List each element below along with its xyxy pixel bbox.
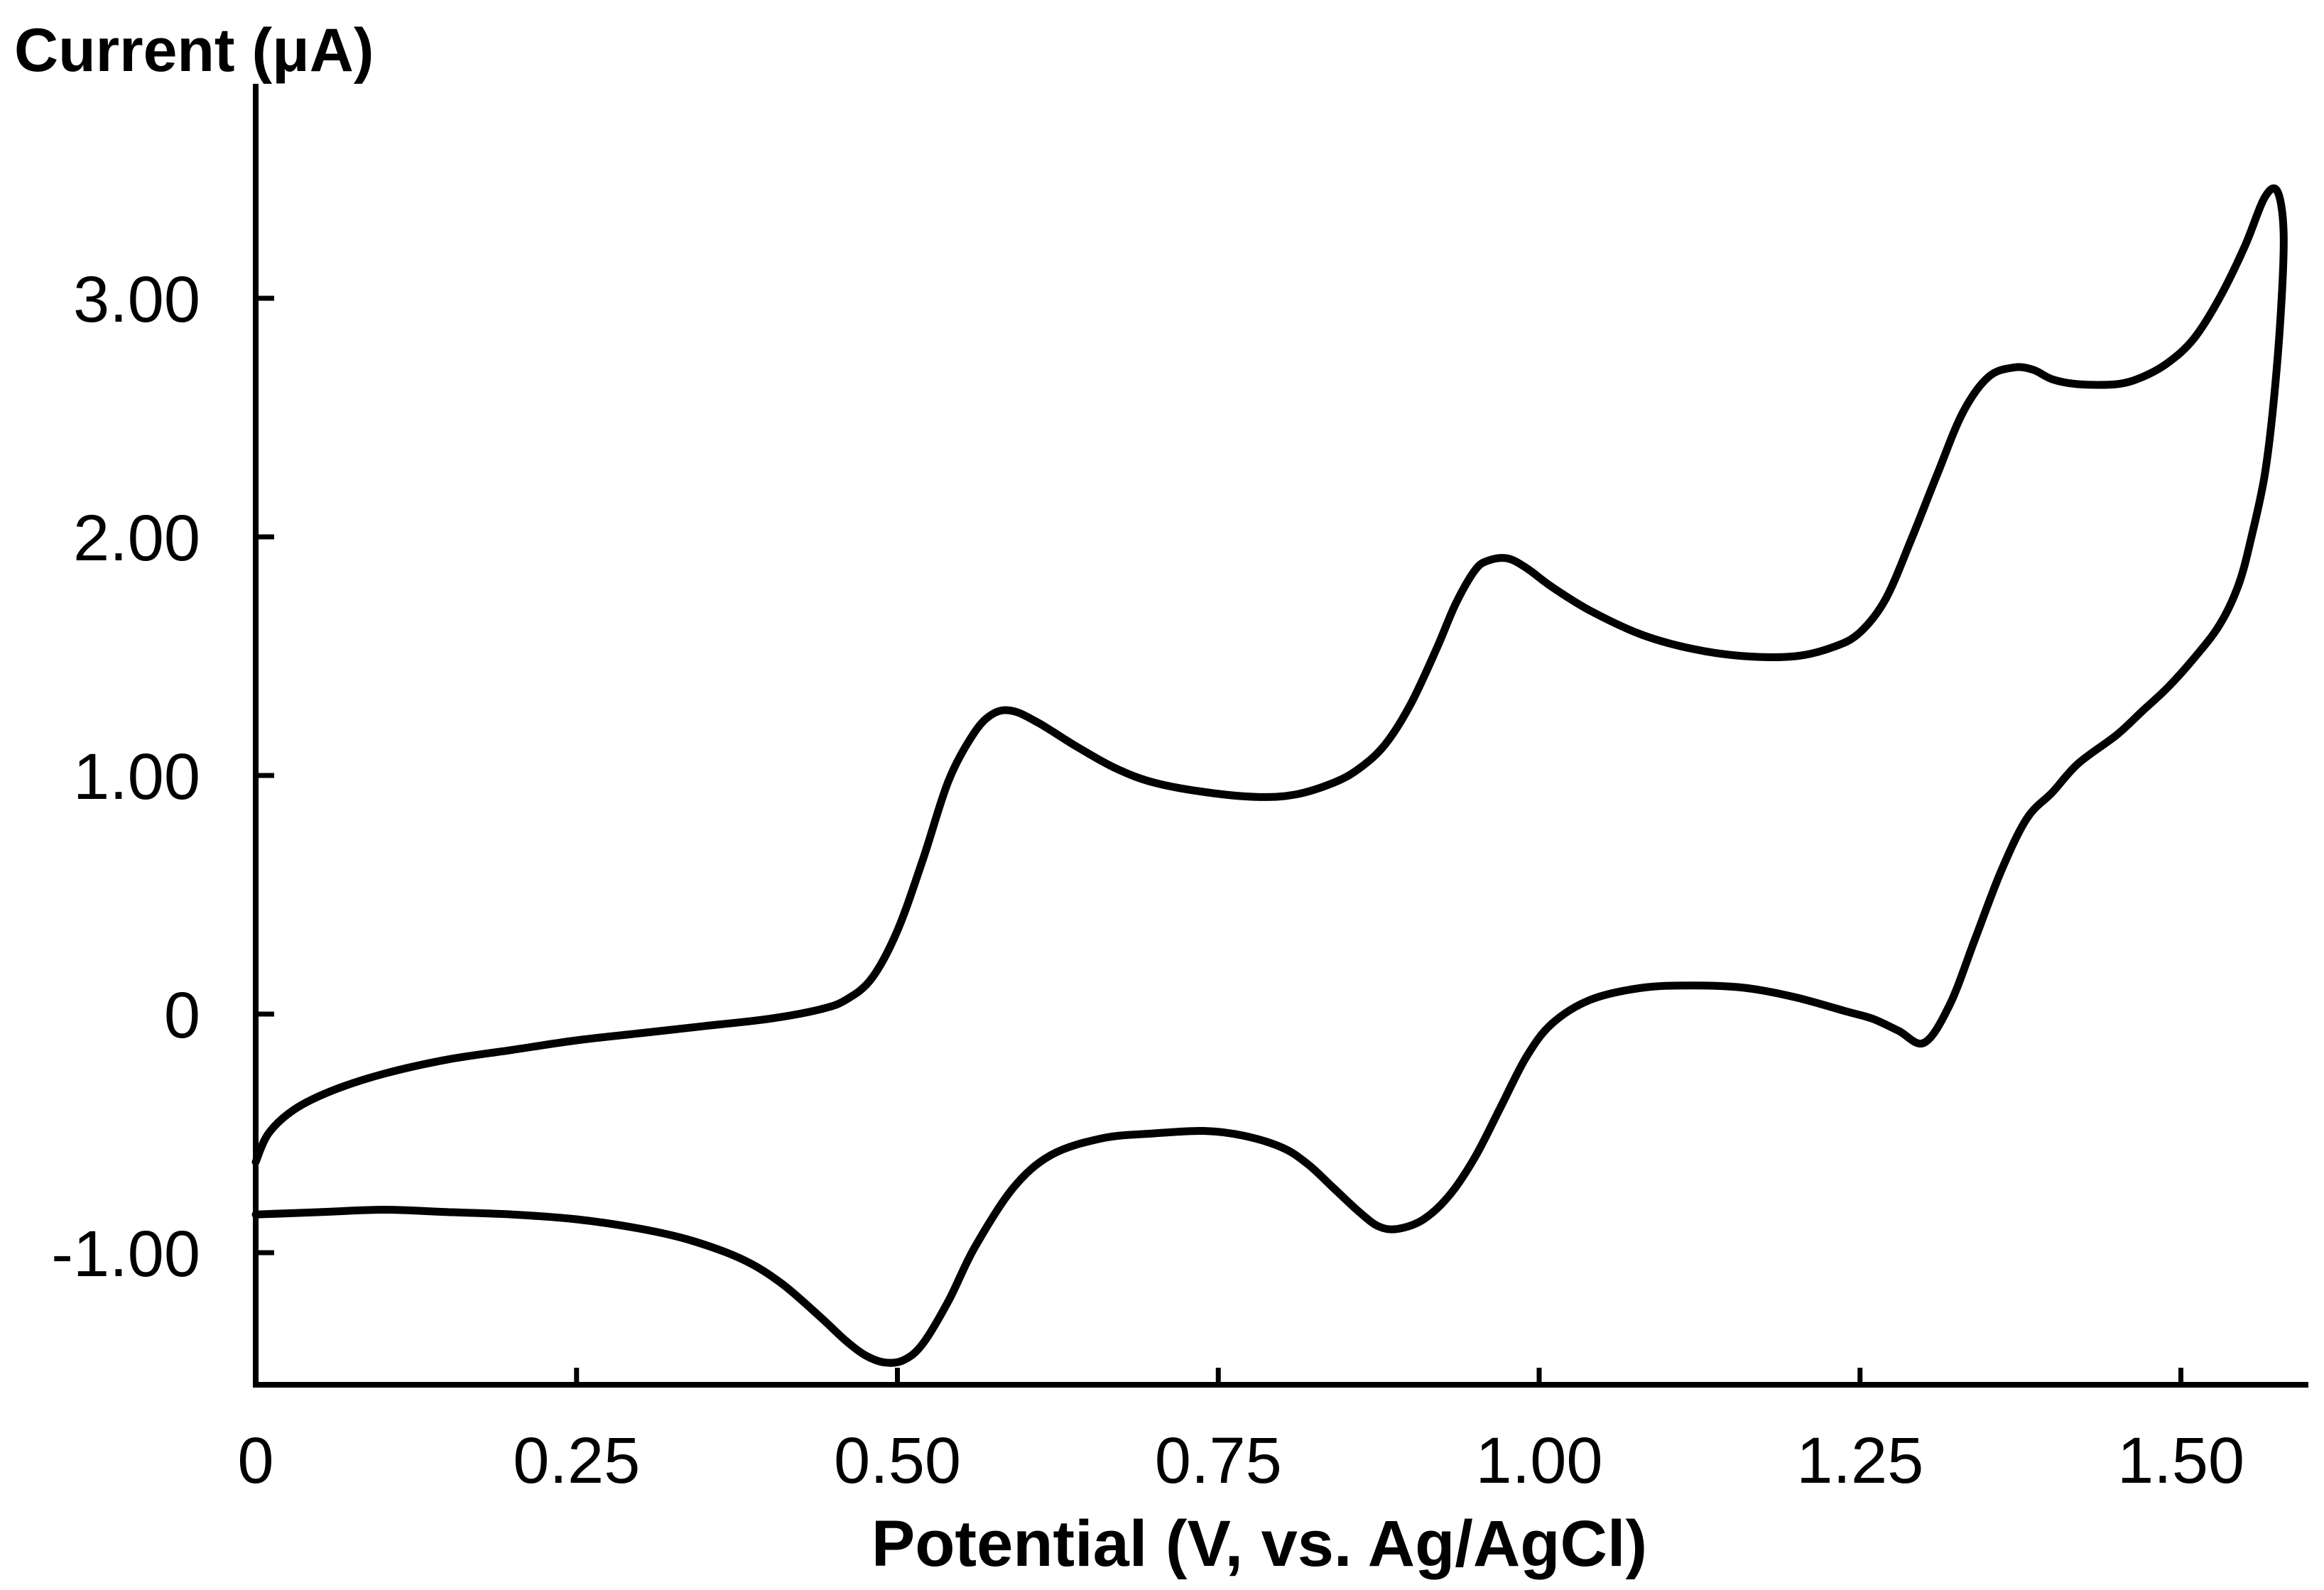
y-tick-label: 1.00 xyxy=(73,741,200,813)
series-layer xyxy=(251,184,2288,1367)
y-tick-label: 2.00 xyxy=(73,502,200,575)
y-tick-label: 3.00 xyxy=(73,263,200,336)
y-axis-ticks: -1.00 0 1.00 2.00 3.00 xyxy=(51,263,274,1290)
x-axis-ticks: 0 0.25 0.50 0.75 1.00 1.25 1.50 xyxy=(237,1368,2244,1497)
x-tick-label: 1.00 xyxy=(1475,1425,1602,1497)
x-tick-label: 1.50 xyxy=(2117,1425,2244,1497)
x-tick-label: 1.25 xyxy=(1796,1425,1923,1497)
x-tick-label: 0.25 xyxy=(513,1425,640,1497)
x-tick-label: 0.75 xyxy=(1155,1425,1282,1497)
y-axis-label: Current (μA) xyxy=(14,16,374,85)
cv-trace-line xyxy=(251,184,2288,1367)
y-tick-label: -1.00 xyxy=(51,1218,200,1290)
y-tick-label: 0 xyxy=(164,979,200,1052)
x-tick-label: 0 xyxy=(237,1425,273,1497)
x-axis-label: Potential (V, vs. Ag/AgCl) xyxy=(872,1508,1647,1580)
x-tick-label: 0.50 xyxy=(834,1425,961,1497)
